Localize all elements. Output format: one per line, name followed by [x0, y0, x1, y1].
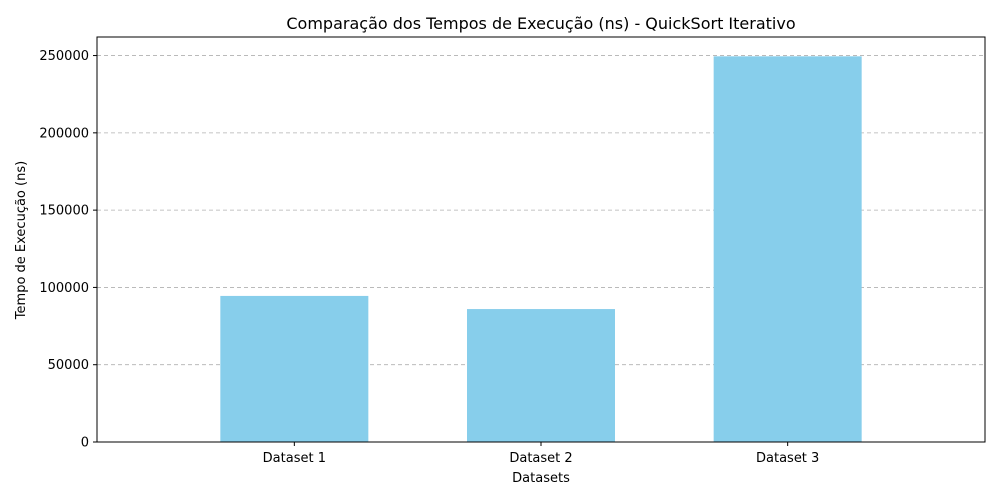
x-tick-label: Dataset 1	[263, 451, 326, 466]
y-axis-label: Tempo de Execução (ns)	[14, 161, 29, 320]
x-tick-label: Dataset 3	[756, 451, 819, 466]
bar-dataset-3	[713, 56, 862, 443]
x-tick-label: Dataset 2	[509, 451, 572, 466]
x-axis-ticks: Dataset 1 Dataset 2 Dataset 3	[263, 442, 819, 466]
y-tick-label: 150000	[39, 204, 89, 219]
chart-title: Comparação dos Tempos de Execução (ns) -…	[286, 14, 795, 33]
y-tick-label: 200000	[39, 126, 89, 141]
y-tick-label: 100000	[39, 281, 89, 296]
y-tick-label: 250000	[39, 49, 89, 64]
y-tick-label: 50000	[48, 358, 89, 373]
x-axis-label: Datasets	[512, 471, 570, 486]
bar-dataset-1	[220, 295, 369, 442]
bar-dataset-2	[467, 309, 615, 442]
bars	[220, 56, 862, 443]
y-axis-ticks: 0 50000 100000 150000 200000 250000	[39, 49, 97, 451]
y-tick-label: 0	[81, 436, 89, 451]
